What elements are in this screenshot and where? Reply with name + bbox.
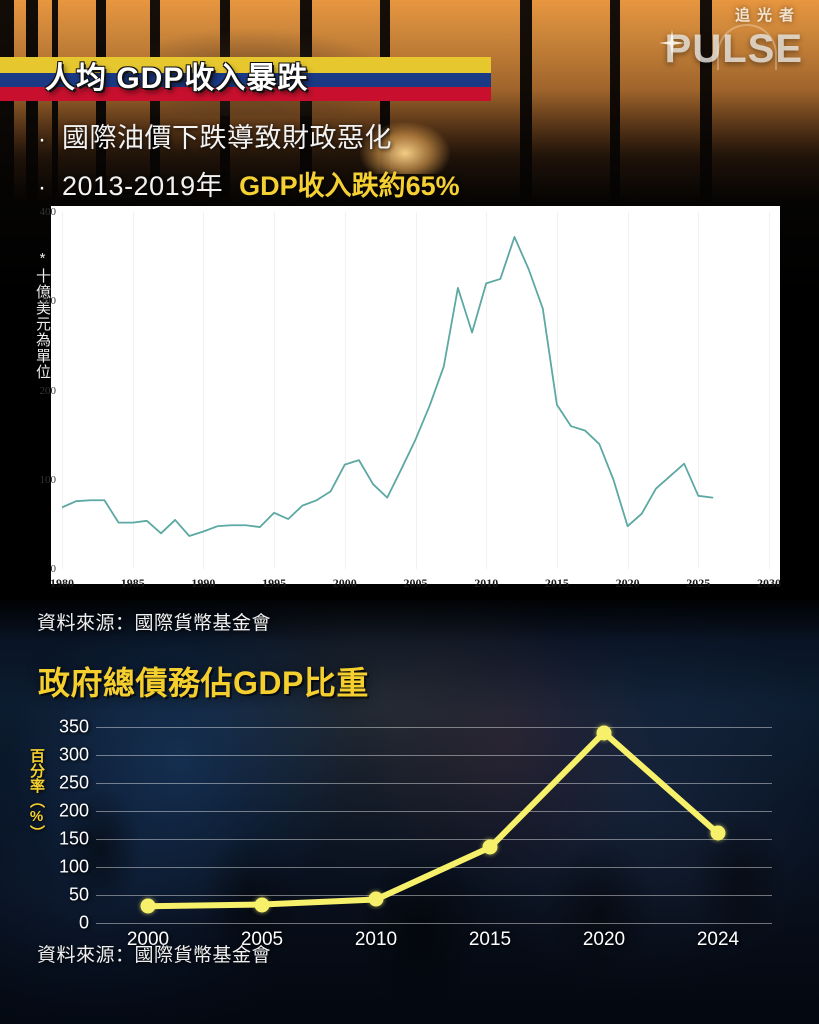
chart2-gridline: [96, 839, 772, 840]
chart2-gridline: [96, 755, 772, 756]
chart1-y-tick: 200: [39, 384, 57, 397]
chart2-title: 政府總債務佔GDP比重: [38, 665, 369, 701]
page-title: 人均 GDP收入暴跌: [45, 62, 309, 95]
chart1-x-tick: 2025: [686, 576, 711, 590]
chart1-x-tick: 2015: [544, 576, 569, 590]
gdp-line-chart: 1980 1985 1990 1995 2000 2005 2010 2015 2020 2025…: [40, 206, 782, 590]
bullet-text: 2013-2019年: [62, 171, 224, 201]
bullet-dot-icon: ·: [38, 174, 46, 201]
chart1-x-tick: 2005: [403, 576, 428, 590]
chart2-gridline: [96, 727, 772, 728]
chart2-y-tick: 50: [68, 884, 89, 905]
chart2-x-tick: 2005: [240, 929, 284, 950]
bullet-highlight-text: GDP收入跌約65%: [239, 171, 460, 201]
chart1-gridline: [62, 212, 63, 569]
chart2-plot-area: 0 50 100 150 200 250 300 350 2000 2005 2010 2015 202…: [59, 717, 772, 950]
chart2-y-tick: 150: [58, 828, 89, 849]
chart1-gridline: [486, 212, 488, 569]
chart1-gridline: [415, 212, 417, 569]
chart2-gridline: [96, 867, 772, 868]
chart1-gridline: [344, 212, 346, 569]
chart1-y-axis-label: *十億美元為單位: [34, 250, 51, 380]
chart2-y-tick: 300: [58, 744, 89, 765]
logo-chinese-text: 追光者: [734, 7, 801, 24]
list-item: · 2013-2019年 GDP收入跌約65%: [38, 164, 638, 203]
chart1-y-tick: 300: [39, 295, 57, 308]
chart2-data-point: [368, 891, 384, 907]
chart1-y-tick: 0: [50, 563, 57, 575]
chart2-gridline: [96, 895, 772, 896]
chart2-x-tick: 2015: [468, 929, 512, 950]
chart2-y-tick: 100: [58, 856, 89, 877]
chart2-data-point: [596, 725, 612, 741]
chart1-gridline: [132, 212, 134, 569]
chart2-y-tick: 250: [58, 772, 89, 793]
chart1-x-tick: 2030: [757, 576, 781, 590]
chart2-x-tick: 2000: [126, 929, 170, 950]
chart2-y-tick: 0: [78, 912, 89, 933]
chart1-series-path: [62, 236, 714, 537]
chart1-x-tick: 2010: [474, 576, 499, 590]
chart1-y-tick: 400: [39, 206, 57, 218]
chart1-gridline: [627, 212, 629, 569]
list-item: · 國際油價下跌導致財政惡化: [38, 116, 638, 155]
chart2-data-point: [482, 839, 498, 855]
bullet-text: 國際油價下跌導致財政惡化: [62, 123, 392, 153]
venezuela-flag-banner: [0, 57, 491, 101]
chart2-gridline: [96, 811, 772, 812]
chart1-x-tick: 2000: [332, 576, 357, 590]
chart2-data-point: [254, 897, 270, 913]
chart1-x-tick: 1995: [262, 576, 287, 590]
chart2-y-tick: 350: [58, 716, 89, 737]
chart1-x-tick: 2020: [615, 576, 640, 590]
chart2-y-tick: 200: [58, 800, 89, 821]
chart1-x-tick: 1990: [191, 576, 216, 590]
chart2-data-point: [710, 825, 726, 841]
bullet-dot-icon: ·: [38, 126, 46, 153]
chart1-plot-area: 1980 1985 1990 1995 2000 2005 2010 2015 2020 2025…: [40, 206, 782, 590]
chart2-source-label: 資料來源：國際貨幣基金會: [37, 945, 272, 966]
chart2-data-point: [140, 898, 156, 914]
chart2-x-tick: 2020: [582, 929, 626, 950]
chart2-gridline: [96, 783, 772, 784]
chart1-gridline: [203, 212, 205, 569]
chart1-gridline: [698, 212, 700, 569]
chart2-series-path: [145, 729, 721, 910]
chart2-gridline: [96, 923, 772, 924]
sparkle-icon: [659, 30, 685, 56]
bullet-list: · 國際油價下跌導致財政惡化 · 2013-2019年 GDP收入跌約65%: [38, 116, 638, 212]
logo-arc-icon: [717, 24, 777, 70]
chart1-y-tick: 100: [39, 473, 57, 486]
chart2-x-tick: 2024: [696, 929, 740, 950]
chart1-source-label: 資料來源：國際貨幣基金會: [37, 613, 272, 634]
chart1-gridline: [556, 212, 558, 569]
chart1-gridline: [274, 212, 276, 569]
chart1-gridline: [769, 212, 770, 569]
chart2-y-axis-label: 百分率（%）: [28, 748, 45, 840]
chart2-x-tick: 2010: [354, 929, 398, 950]
debt-gdp-chart: 0 50 100 150 200 250 300 350 2000 2005 2010 2015 202…: [0, 712, 819, 950]
chart1-x-tick: 1985: [120, 576, 145, 590]
chart1-x-tick: 1980: [50, 576, 74, 590]
brand-logo: 追光者 PULSE: [653, 8, 803, 90]
